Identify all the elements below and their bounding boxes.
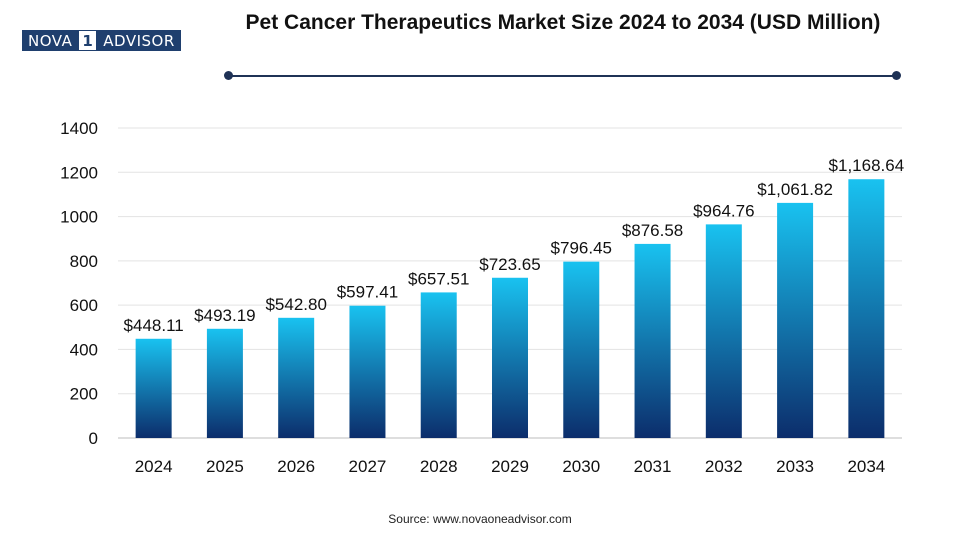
data-label-2028: $657.51	[408, 269, 469, 288]
y-axis: 0 200 400 600 800 1000 1200 1400	[60, 119, 98, 448]
bar-2028	[420, 292, 457, 438]
bar-2026	[278, 317, 315, 438]
x-tick-label: 2034	[847, 457, 885, 476]
bars	[135, 179, 885, 438]
y-tick-label: 400	[70, 340, 98, 359]
x-tick-label: 2030	[562, 457, 600, 476]
bar-2032	[705, 224, 742, 438]
title-divider	[228, 75, 898, 77]
bar-2031	[634, 243, 671, 438]
x-tick-label: 2028	[420, 457, 458, 476]
divider-dot-left	[224, 71, 233, 80]
bar-2033	[777, 202, 814, 438]
data-label-2025: $493.19	[194, 306, 255, 325]
y-tick-label: 200	[70, 385, 98, 404]
bar-2029	[492, 277, 528, 438]
data-label-2030: $796.45	[551, 239, 612, 258]
y-tick-label: 1400	[60, 119, 98, 138]
chart-title: Pet Cancer Therapeutics Market Size 2024…	[245, 11, 881, 34]
data-label-2032: $964.76	[693, 201, 754, 220]
x-tick-label: 2033	[776, 457, 814, 476]
logo-text-advisor: ADVISOR	[97, 30, 181, 51]
source-note: Source: www.novaoneadvisor.com	[388, 512, 572, 526]
brand-logo: NOVA 1 ADVISOR	[22, 30, 181, 51]
data-label-2031: $876.58	[622, 221, 683, 240]
bar-2025	[206, 328, 243, 438]
data-label-2034: $1,168.64	[829, 156, 905, 175]
x-tick-label: 2024	[135, 457, 173, 476]
y-tick-label: 0	[89, 429, 98, 448]
y-tick-label: 1200	[60, 163, 98, 182]
x-axis: 2024 2025 2026 2027 2028 2029 2030 2031 2032 2033…	[135, 457, 886, 476]
bar-2024	[135, 338, 172, 438]
data-label-2029: $723.65	[479, 255, 540, 274]
x-tick-label: 2025	[206, 457, 244, 476]
bar-2030	[563, 261, 600, 438]
data-label-2033: $1,061.82	[757, 180, 833, 199]
divider-dot-right	[892, 71, 901, 80]
logo-text-nova: NOVA	[22, 30, 79, 51]
data-label-2026: $542.80	[265, 295, 326, 314]
bar-2027	[349, 305, 386, 438]
x-tick-label: 2029	[491, 457, 529, 476]
x-tick-label: 2026	[277, 457, 315, 476]
logo-text-one: 1	[78, 30, 98, 51]
y-tick-label: 600	[70, 296, 98, 315]
x-tick-label: 2032	[705, 457, 743, 476]
bar-2034	[848, 179, 885, 438]
y-tick-label: 800	[70, 252, 98, 271]
data-label-2027: $597.41	[337, 283, 398, 302]
data-labels: $448.11 $493.19 $542.80 $597.41 $657.51 $723.…	[124, 156, 905, 335]
x-tick-label: 2027	[349, 457, 387, 476]
y-tick-label: 1000	[60, 208, 98, 227]
x-tick-label: 2031	[634, 457, 672, 476]
data-label-2024: $448.11	[124, 316, 184, 335]
